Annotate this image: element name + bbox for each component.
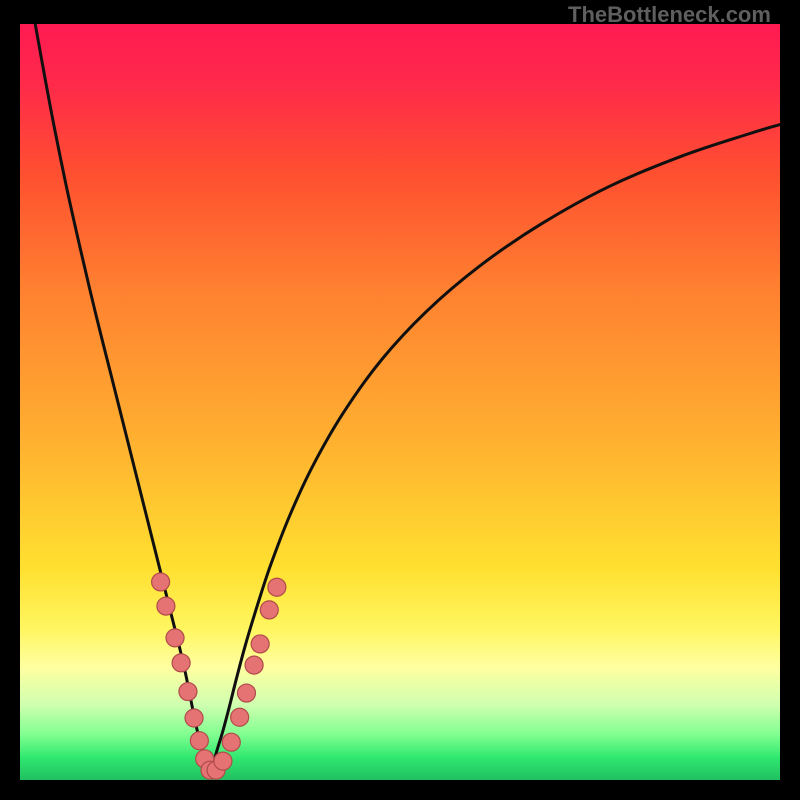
data-marker (268, 578, 286, 596)
watermark-text: TheBottleneck.com (568, 2, 771, 28)
data-marker (245, 656, 263, 674)
data-marker (190, 732, 208, 750)
plot-area (20, 24, 780, 780)
data-marker (172, 654, 190, 672)
data-marker (185, 709, 203, 727)
data-marker (231, 708, 249, 726)
curve-overlay (20, 24, 780, 780)
data-marker (251, 635, 269, 653)
data-marker (260, 601, 278, 619)
data-marker (157, 597, 175, 615)
data-marker (166, 629, 184, 647)
data-marker (237, 684, 255, 702)
data-marker (179, 683, 197, 701)
curve-right (210, 125, 780, 771)
data-marker (152, 573, 170, 591)
data-marker (222, 733, 240, 751)
bottleneck-chart: TheBottleneck.com (0, 0, 800, 800)
data-marker (214, 752, 232, 770)
